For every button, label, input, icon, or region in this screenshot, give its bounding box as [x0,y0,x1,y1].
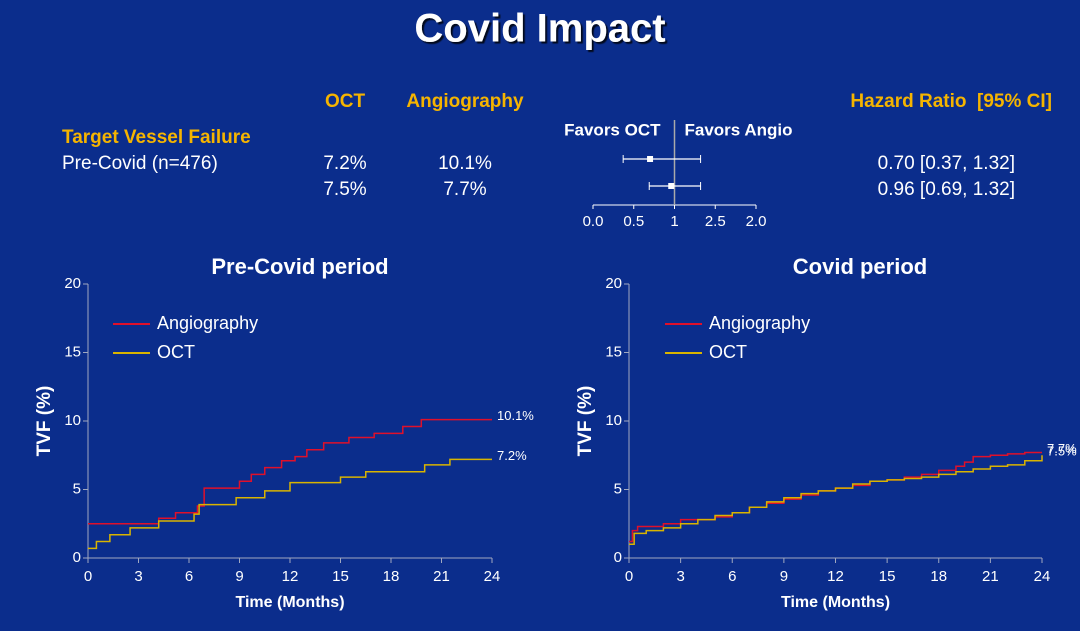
cell: 7.2% [323,153,366,174]
legend-label: OCT [157,342,195,362]
y-tick-label: 0 [73,549,81,566]
chart-title: Pre-Covid period [211,254,388,279]
end-label: 10.1% [497,408,534,423]
series-line [88,458,492,550]
x-axis-label: Time (Months) [781,594,890,611]
x-tick-label: 2.5 [705,213,726,230]
favors-label: Favors Angio [685,120,793,139]
x-tick-label: 21 [982,568,999,585]
legend-label: Angiography [157,313,258,333]
x-tick-label: 0 [84,568,92,585]
x-tick-label: 0.0 [583,213,604,230]
y-tick-label: 15 [605,343,622,360]
x-tick-label: 9 [780,568,788,585]
legend-label: Angiography [709,313,810,333]
x-axis-label: Time (Months) [235,594,344,611]
x-tick-label: 18 [383,568,400,585]
cell: 0.70 [0.37, 1.32] [878,153,1015,174]
cell: 0.96 [0.69, 1.32] [878,179,1015,200]
y-axis-label: TVF (%) [575,386,596,457]
end-label: 7.2% [497,448,527,463]
x-tick-label: 18 [930,568,947,585]
cell: 7.7% [443,179,486,200]
column-header: Hazard Ratio [95% CI] [850,91,1052,112]
x-tick-label: 2.0 [746,213,767,230]
x-tick-label: 3 [676,568,684,585]
series-line [629,451,1042,543]
x-tick-label: 9 [235,568,243,585]
y-axis-label: TVF (%) [34,386,55,457]
y-tick-label: 0 [614,549,622,566]
section-label: Target Vessel Failure [62,127,251,148]
x-tick-label: 6 [728,568,736,585]
y-tick-label: 5 [73,480,81,497]
favors-label: Favors OCT [564,120,661,139]
x-tick-label: 3 [134,568,142,585]
y-tick-label: 20 [605,275,622,292]
x-tick-label: 24 [1034,568,1051,585]
x-tick-label: 21 [433,568,450,585]
y-tick-label: 10 [64,412,81,429]
slide-title: Covid Impact [414,7,665,51]
x-tick-label: 0.5 [623,213,644,230]
chart-title: Covid period [793,254,927,279]
y-tick-label: 20 [64,275,81,292]
cell: 7.5% [323,179,366,200]
x-tick-label: 12 [827,568,844,585]
point-estimate [647,156,654,162]
column-header: Angiography [406,91,524,112]
cell: 10.1% [438,153,492,174]
series-line [629,455,1043,546]
point-estimate [668,183,675,189]
end-label: 7.7% [1047,441,1077,456]
y-tick-label: 10 [605,412,622,429]
legend-label: OCT [709,342,747,362]
y-tick-label: 15 [64,343,81,360]
x-tick-label: 0 [625,568,633,585]
row-label: Pre-Covid (n=476) [62,153,218,174]
x-tick-label: 15 [332,568,349,585]
column-header: OCT [325,91,366,112]
series-line [88,418,492,525]
x-tick-label: 1 [670,213,678,230]
end-label: 7.5% [1047,444,1077,459]
x-tick-label: 15 [879,568,896,585]
x-tick-label: 12 [282,568,299,585]
x-tick-label: 6 [185,568,193,585]
x-tick-label: 24 [484,568,501,585]
y-tick-label: 5 [614,480,622,497]
